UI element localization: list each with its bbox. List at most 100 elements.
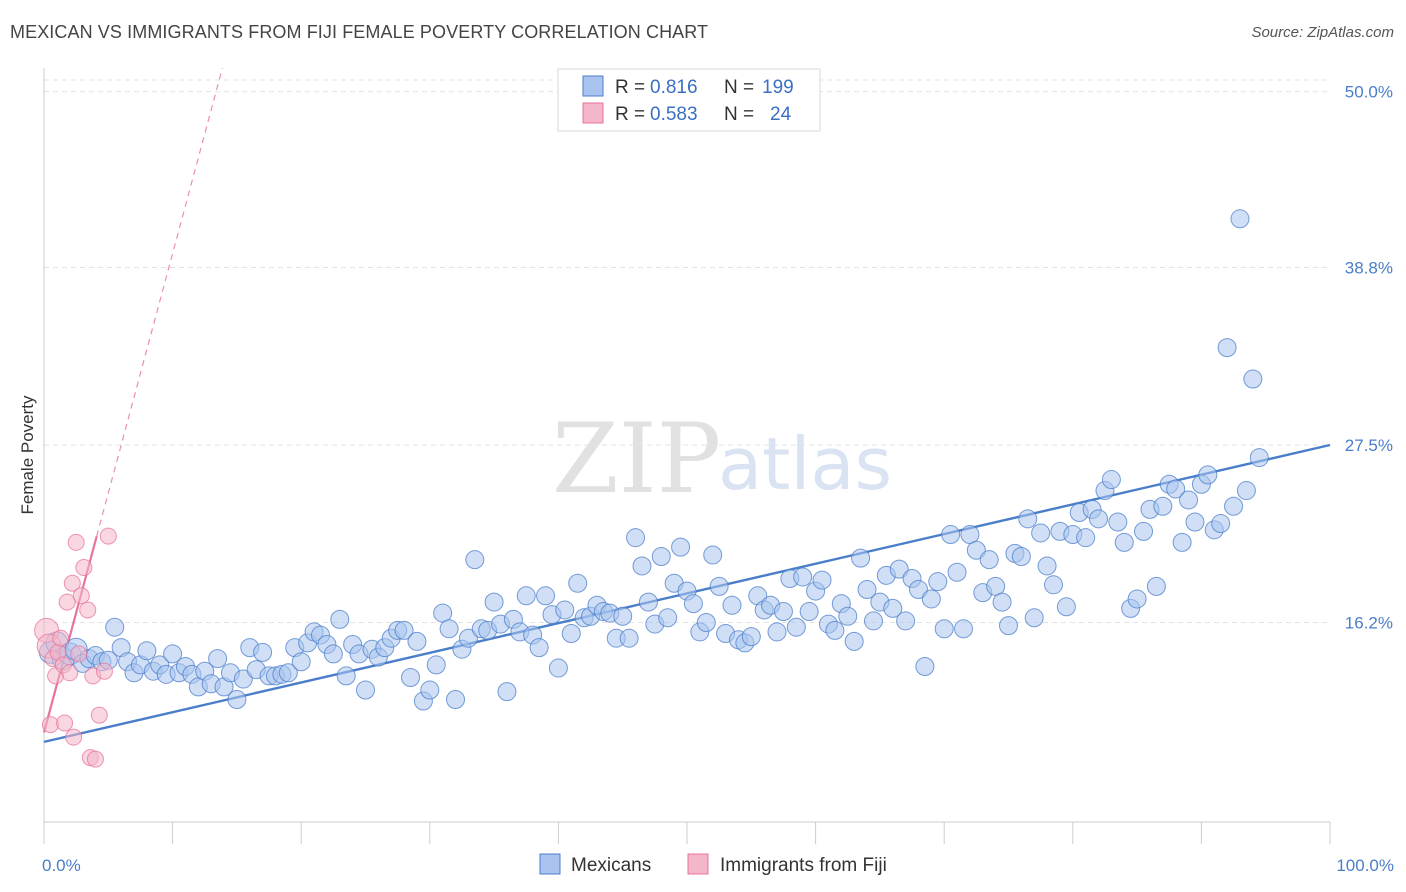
trend-extension-fiji: [96, 67, 224, 537]
point-fiji: [67, 533, 85, 551]
x-tick-label-max: 100.0%: [1336, 856, 1394, 875]
point-mexicans: [1230, 209, 1250, 229]
point-mexicans: [1172, 532, 1192, 552]
legend-n-label-1: N =: [724, 77, 754, 98]
point-mexicans: [947, 562, 967, 582]
point-mexicans: [992, 592, 1012, 612]
point-mexicans: [773, 602, 793, 622]
source-credit: Source: ZipAtlas.com: [1251, 24, 1394, 41]
point-mexicans: [536, 586, 556, 606]
point-mexicans: [793, 567, 813, 587]
point-mexicans: [838, 606, 858, 626]
point-mexicans: [799, 602, 819, 622]
legend-swatch-fiji: [582, 102, 604, 124]
point-mexicans: [767, 622, 787, 642]
point-mexicans: [356, 680, 375, 700]
point-mexicans: [465, 550, 485, 570]
point-mexicans: [851, 548, 871, 568]
x-tick-label-min: 0.0%: [42, 856, 81, 875]
point-mexicans: [883, 598, 903, 618]
point-mexicans: [137, 641, 157, 661]
point-mexicans: [825, 620, 845, 640]
point-mexicans: [1031, 523, 1051, 543]
point-mexicans: [613, 606, 633, 626]
point-mexicans: [1134, 521, 1154, 541]
point-fiji: [61, 664, 79, 682]
point-mexicans: [934, 619, 954, 639]
point-mexicans: [741, 627, 761, 647]
point-mexicans: [908, 580, 928, 600]
point-fiji: [56, 714, 74, 732]
point-mexicans: [568, 573, 588, 593]
point-mexicans: [709, 576, 729, 596]
point-mexicans: [439, 619, 459, 639]
point-mexicans: [638, 592, 658, 612]
point-mexicans: [407, 631, 427, 651]
watermark: ZIP atlas: [552, 403, 892, 515]
point-mexicans: [786, 617, 806, 637]
point-mexicans: [336, 666, 356, 686]
point-mexicans: [941, 525, 961, 545]
chart-title: MEXICAN VS IMMIGRANTS FROM FIJI FEMALE P…: [10, 22, 709, 42]
point-mexicans: [426, 655, 446, 675]
y-tick-labels: 16.2% 27.5% 38.8% 50.0%: [1345, 83, 1393, 633]
point-mexicans: [626, 528, 646, 548]
point-mexicans: [227, 689, 247, 709]
point-mexicans: [1018, 509, 1038, 529]
y-tick-label: 16.2%: [1345, 614, 1393, 633]
point-mexicans: [1114, 532, 1134, 552]
point-mexicans: [651, 547, 671, 567]
point-mexicans: [529, 638, 549, 658]
point-fiji: [86, 750, 104, 768]
point-mexicans: [671, 537, 691, 557]
series-legend-label-mexicans: Mexicans: [571, 855, 651, 876]
point-mexicans: [812, 570, 832, 590]
point-fiji: [70, 645, 88, 663]
point-mexicans: [394, 620, 414, 640]
point-fiji: [58, 593, 76, 611]
legend-n-value-1: 199: [762, 77, 794, 98]
point-mexicans: [1101, 470, 1121, 490]
point-mexicans: [696, 613, 716, 633]
point-mexicans: [233, 669, 253, 689]
legend-r-label-1: R =: [615, 77, 645, 98]
point-mexicans: [896, 611, 916, 631]
point-fiji: [63, 574, 81, 592]
legend-r-value-2: 0.583: [650, 104, 698, 125]
point-mexicans: [632, 556, 652, 576]
point-fiji: [65, 728, 83, 746]
point-mexicans: [863, 611, 883, 631]
point-mexicans: [844, 631, 864, 651]
point-mexicans: [928, 572, 948, 592]
point-mexicans: [1044, 575, 1064, 595]
point-mexicans: [1127, 589, 1147, 609]
point-fiji: [72, 587, 90, 605]
point-mexicans: [857, 580, 877, 600]
series-legend-label-fiji: Immigrants from Fiji: [720, 855, 887, 876]
point-mexicans: [658, 608, 678, 628]
point-mexicans: [1108, 512, 1128, 532]
watermark-atlas: atlas: [718, 422, 892, 506]
y-tick-label: 50.0%: [1345, 83, 1393, 102]
point-mexicans: [1185, 512, 1205, 532]
correlation-legend: R = 0.816 N = 199 R = 0.583 N = 24: [557, 68, 821, 132]
point-fiji: [90, 706, 108, 724]
point-mexicans: [722, 595, 742, 615]
series-legend-swatch-fiji: [687, 853, 709, 875]
point-mexicans: [278, 663, 298, 683]
point-mexicans: [1011, 547, 1031, 567]
point-fiji: [95, 662, 113, 680]
point-mexicans: [979, 550, 999, 570]
point-fiji: [79, 601, 97, 619]
point-mexicans: [420, 680, 440, 700]
point-mexicans: [1153, 496, 1173, 516]
point-mexicans: [1224, 496, 1244, 516]
point-mexicans: [330, 609, 350, 629]
point-mexicans: [323, 644, 343, 664]
point-mexicans: [516, 586, 536, 606]
legend-r-value-1: 0.816: [650, 77, 698, 98]
point-mexicans: [1211, 514, 1231, 534]
axes: [43, 68, 1331, 844]
point-mexicans: [1037, 556, 1057, 576]
point-mexicans: [1076, 528, 1096, 548]
